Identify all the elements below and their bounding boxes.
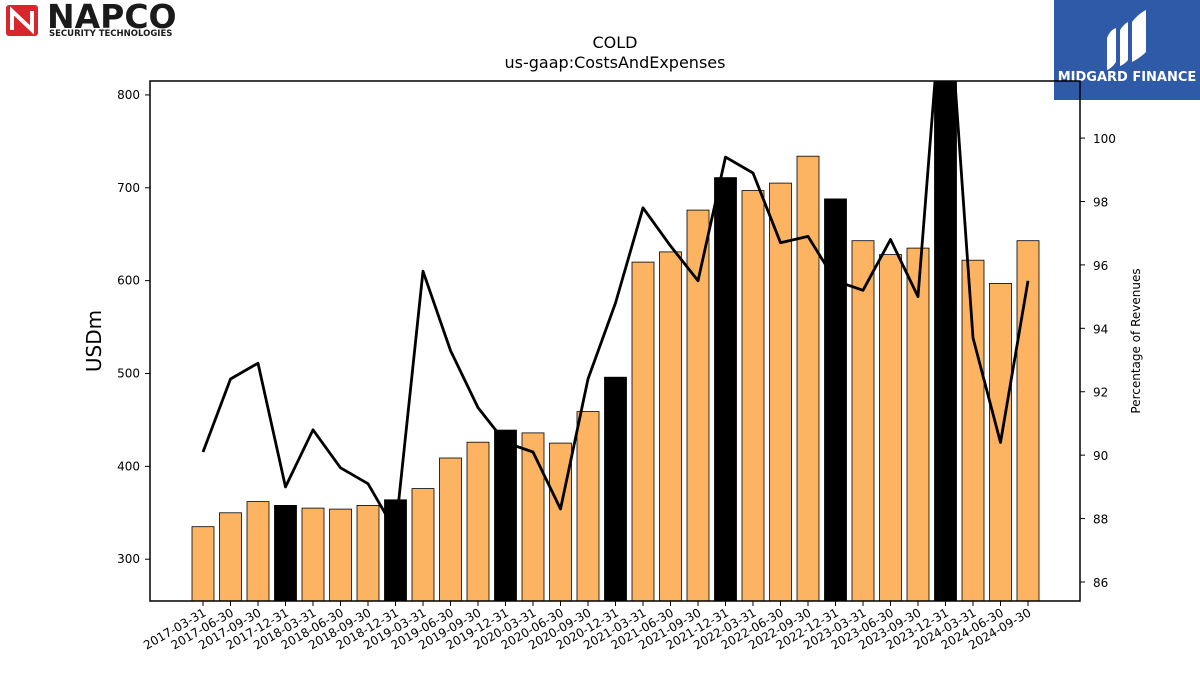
bar-2024-09-30 (1016, 240, 1040, 601)
bar-2019-09-30 (466, 441, 490, 601)
bar-2021-12-31 (714, 177, 737, 601)
left-axis: 300 400 500 600 700 800 (117, 88, 150, 566)
midgard-logo-name: MIDGARD FINANCE (1058, 70, 1197, 85)
y2-tick-label: 98 (1093, 195, 1108, 209)
bar-2018-12-31 (384, 499, 407, 601)
chart-title: COLD (593, 33, 638, 52)
y2-tick-label: 88 (1093, 513, 1108, 527)
bar-2019-12-31 (494, 429, 517, 601)
bar-2021-03-31 (631, 261, 655, 601)
y2-tick-label: 92 (1093, 386, 1108, 400)
bar-2022-12-31 (824, 198, 847, 601)
y2-tick-label: 100 (1093, 132, 1116, 146)
bar-2023-09-30 (906, 247, 930, 601)
y-tick-label: 700 (117, 181, 140, 195)
y-tick-label: 500 (117, 367, 140, 381)
midgard-emblem-icon (1107, 10, 1146, 70)
line-series (201, 81, 1030, 533)
bar-2023-03-31 (851, 240, 875, 601)
bar-2018-03-31 (301, 507, 325, 601)
bar-2019-03-31 (411, 488, 435, 601)
bar-2021-09-30 (686, 209, 710, 601)
bar-2022-03-31 (741, 190, 765, 601)
chart-subtitle: us-gaap:CostsAndExpenses (505, 53, 726, 72)
y2-tick-label: 96 (1093, 259, 1108, 273)
bar-2022-06-30 (769, 182, 792, 601)
y2-tick-label: 86 (1093, 576, 1108, 590)
bar-2020-12-31 (604, 376, 627, 601)
bar-2017-12-31 (274, 504, 297, 601)
y2-axis-label: Percentage of Revenues (1129, 268, 1143, 413)
bar-2023-12-31 (934, 81, 957, 601)
y-axis-label: USDm (82, 310, 106, 372)
midgard-logo: MIDGARD FINANCE (1054, 0, 1200, 100)
x-axis: 2017-03-312017-06-302017-09-302017-12-31… (141, 601, 1034, 652)
bar-2021-06-30 (659, 251, 682, 601)
bar-2017-06-30 (219, 512, 242, 601)
bar-2017-09-30 (246, 501, 270, 601)
bar-2019-06-30 (439, 457, 462, 601)
bar-2018-09-30 (356, 504, 380, 601)
napco-logo-name: NAPCO (47, 0, 177, 36)
y2-tick-label: 90 (1093, 449, 1108, 463)
y-tick-label: 800 (117, 88, 140, 102)
bar-2020-03-31 (521, 432, 545, 601)
y-tick-label: 400 (117, 459, 140, 473)
right-axis: 86 88 90 92 94 96 98 100 (1080, 132, 1116, 590)
bar-2017-03-31 (191, 526, 215, 601)
napco-logo-tagline: SECURITY TECHNOLOGIES (49, 29, 172, 39)
y2-tick-label: 94 (1093, 322, 1108, 336)
bar-2018-06-30 (329, 508, 352, 601)
napco-logo: NAPCO SECURITY TECHNOLOGIES (6, 0, 177, 39)
bar-2024-03-31 (961, 259, 985, 601)
y-tick-label: 300 (117, 552, 140, 566)
y-tick-label: 600 (117, 274, 140, 288)
bar-2020-09-30 (576, 411, 600, 601)
napco-n-icon (10, 6, 34, 35)
percentage-line (201, 81, 1030, 533)
bar-2023-06-30 (879, 254, 902, 601)
bar-series (191, 81, 1040, 601)
bar-2022-09-30 (796, 155, 820, 601)
